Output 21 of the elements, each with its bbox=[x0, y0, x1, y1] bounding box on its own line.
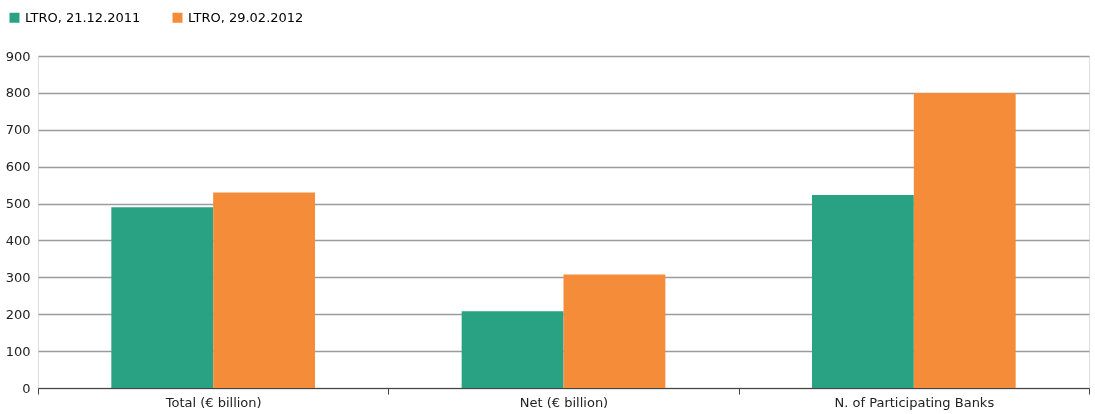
y-tick-label: 100 bbox=[5, 343, 31, 359]
legend-label: LTRO, 21.12.2011 bbox=[25, 9, 141, 25]
y-tick-label: 400 bbox=[5, 232, 31, 248]
bar bbox=[563, 274, 666, 388]
x-tick-label: Total (€ billion) bbox=[164, 394, 262, 410]
y-tick-label: 0 bbox=[22, 380, 31, 396]
y-tick-label: 900 bbox=[5, 48, 31, 64]
x-tick-label: Net (€ billion) bbox=[519, 394, 609, 410]
y-tick-label: 200 bbox=[5, 306, 31, 322]
y-tick-label: 700 bbox=[5, 122, 31, 138]
bar bbox=[461, 311, 564, 388]
bar bbox=[111, 207, 214, 388]
y-tick-label: 300 bbox=[5, 269, 31, 285]
y-tick-label: 800 bbox=[5, 85, 31, 101]
x-tick-label: N. of Participating Banks bbox=[834, 394, 995, 410]
bar bbox=[213, 192, 316, 388]
y-tick-label: 500 bbox=[5, 196, 31, 212]
legend-label: LTRO, 29.02.2012 bbox=[188, 9, 304, 25]
bar bbox=[913, 92, 1016, 388]
y-tick-label: 600 bbox=[5, 159, 31, 175]
bar bbox=[811, 195, 914, 388]
